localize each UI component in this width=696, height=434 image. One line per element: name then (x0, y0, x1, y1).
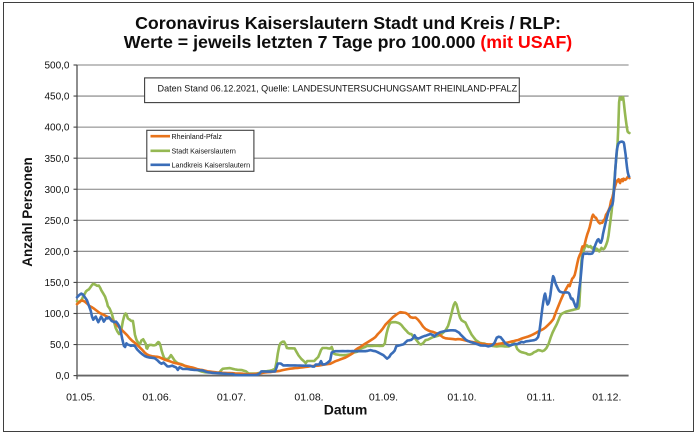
svg-text:Daten Stand 06.12.2021, Quelle: Daten Stand 06.12.2021, Quelle: LANDESUN… (158, 83, 518, 93)
svg-text:250,0: 250,0 (44, 216, 69, 227)
svg-text:01.10.: 01.10. (447, 392, 476, 404)
svg-text:350,0: 350,0 (44, 154, 69, 165)
svg-text:Datum: Datum (324, 402, 368, 418)
svg-text:400,0: 400,0 (44, 123, 69, 134)
svg-text:01.05.: 01.05. (66, 392, 95, 404)
svg-text:01.11.: 01.11. (527, 392, 555, 404)
svg-text:Anzahl Personen: Anzahl Personen (20, 157, 35, 267)
svg-text:01.08.: 01.08. (294, 392, 323, 404)
svg-text:150,0: 150,0 (44, 278, 69, 289)
svg-text:450,0: 450,0 (44, 92, 69, 103)
svg-text:01.07.: 01.07. (217, 392, 246, 404)
svg-text:500,0: 500,0 (44, 61, 69, 72)
svg-text:Stadt Kaiserslautern: Stadt Kaiserslautern (172, 147, 236, 155)
svg-text:200,0: 200,0 (44, 247, 69, 258)
svg-text:Rheinland-Pfalz: Rheinland-Pfalz (172, 133, 223, 141)
svg-text:0,0: 0,0 (56, 371, 70, 382)
svg-text:01.06.: 01.06. (142, 392, 171, 404)
svg-text:01.12.: 01.12. (592, 392, 621, 404)
svg-text:Landkreis Kaiserslautern: Landkreis Kaiserslautern (172, 161, 251, 169)
svg-text:01.09.: 01.09. (369, 392, 398, 404)
svg-text:100,0: 100,0 (44, 309, 69, 320)
svg-text:300,0: 300,0 (44, 185, 69, 196)
svg-text:50,0: 50,0 (50, 340, 70, 351)
